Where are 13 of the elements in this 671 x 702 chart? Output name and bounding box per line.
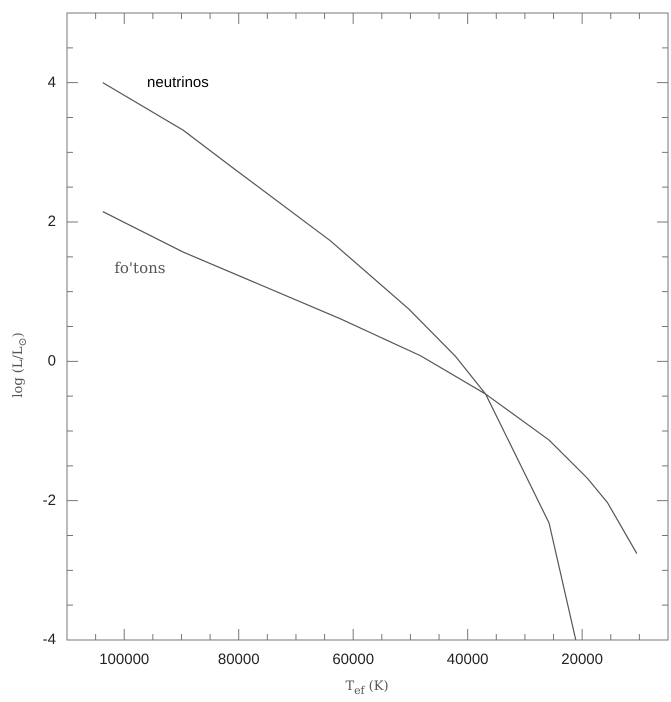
x-tick-label: 20000 [561, 651, 603, 668]
x-tick-label: 60000 [332, 651, 374, 668]
y-tick-label: 2 [48, 213, 56, 230]
series-label: neutrinos [147, 74, 209, 92]
x-tick-label: 40000 [446, 651, 489, 668]
x-axis-title: T$_{ef}$ (K) [345, 679, 389, 697]
y-tick-label: -2 [42, 492, 56, 509]
y-tick-label: 4 [48, 74, 56, 91]
x-tick-label: 80000 [218, 651, 260, 668]
y-tick-label: 0 [48, 352, 56, 370]
series-label: fo'tons [114, 258, 166, 277]
x-tick-label: 100000 [99, 651, 150, 668]
y-tick-label: -4 [42, 631, 56, 648]
